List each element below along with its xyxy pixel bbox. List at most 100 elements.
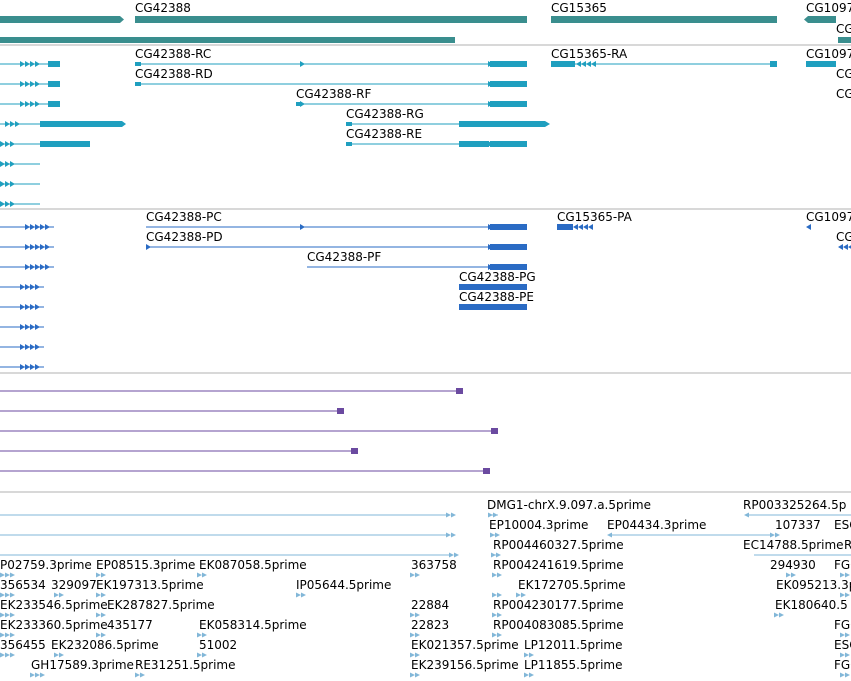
ncrna-exon — [351, 448, 358, 454]
est-label[interactable]: 51002 — [199, 638, 237, 652]
protein-label[interactable]: CG42388-PE — [459, 290, 534, 304]
strand-arrow — [20, 81, 25, 87]
est-block — [410, 652, 415, 658]
est-label[interactable]: 356455 — [0, 638, 46, 652]
est-label[interactable]: 22823 — [411, 618, 449, 632]
est-label[interactable]: RP004230177.5prime — [493, 598, 624, 612]
transcript-label[interactable]: CG15365-RA — [551, 47, 628, 61]
transcript-label[interactable]: CG — [836, 87, 851, 101]
est-block — [96, 592, 101, 598]
transcript-label[interactable]: CG1097 — [806, 47, 851, 61]
est-label[interactable]: EK233546.5prime — [0, 598, 108, 612]
est-label[interactable]: EK172705.5prime — [518, 578, 626, 592]
est-label[interactable]: EK058314.5prime — [199, 618, 307, 632]
transcript-label[interactable]: CG — [836, 67, 851, 81]
strand-arrow — [5, 141, 10, 147]
protein-label[interactable]: CG42388-PC — [146, 210, 222, 224]
gene-label[interactable]: CG — [836, 22, 851, 36]
est-label[interactable]: IP05644.5prime — [296, 578, 391, 592]
est-block — [5, 632, 10, 638]
est-label[interactable]: ESC — [834, 638, 851, 652]
est-label[interactable]: EK095213.3p — [776, 578, 851, 592]
gene-label[interactable]: CG15365 — [551, 1, 607, 15]
est-block — [415, 572, 420, 578]
est-label[interactable]: DMG1-chrX.9.097.a.5prime — [487, 498, 651, 512]
est-label[interactable]: EK233360.5prime — [0, 618, 108, 632]
est-label[interactable]: RP — [844, 538, 851, 552]
est-block — [840, 572, 845, 578]
est-block — [496, 552, 501, 558]
est-label[interactable]: 329097 — [51, 578, 97, 592]
est-label[interactable]: RP004083085.5prime — [493, 618, 624, 632]
transcript-label[interactable]: CG42388-RF — [296, 87, 372, 101]
est-label[interactable]: EK180640.5 — [775, 598, 848, 612]
est-label[interactable]: EK239156.5prime — [411, 658, 519, 672]
exon-block — [490, 61, 527, 67]
est-block — [770, 532, 775, 538]
protein-block — [459, 284, 527, 290]
transcript-label[interactable]: CG42388-RD — [135, 67, 213, 81]
protein-label[interactable]: CG15365-PA — [557, 210, 633, 224]
exon-block — [48, 61, 60, 67]
est-label[interactable]: FGC — [834, 558, 851, 572]
protein-label[interactable]: CG — [836, 230, 851, 244]
strand-arrow — [573, 224, 578, 230]
transcript-label[interactable]: CG42388-RG — [346, 107, 424, 121]
strand-arrow — [35, 364, 40, 370]
est-label[interactable]: 294930 — [770, 558, 816, 572]
est-block — [410, 612, 415, 618]
est-block — [845, 672, 850, 678]
est-label[interactable]: EK087058.5prime — [199, 558, 307, 572]
est-label[interactable]: FGC — [834, 658, 851, 672]
est-block — [493, 512, 498, 518]
est-label[interactable]: 107337 — [775, 518, 821, 532]
protein-label[interactable]: CG42388-PD — [146, 230, 223, 244]
est-label[interactable]: 435177 — [107, 618, 153, 632]
est-label[interactable]: 22884 — [411, 598, 449, 612]
est-label[interactable]: EP04434.3prime — [607, 518, 706, 532]
est-label[interactable]: EC14788.5prime — [743, 538, 844, 552]
exon-block — [296, 102, 302, 106]
ncrna-exon — [491, 428, 498, 434]
est-block — [446, 512, 451, 518]
est-label[interactable]: EK197313.5prime — [96, 578, 204, 592]
est-label[interactable]: EK287827.5prime — [107, 598, 215, 612]
est-label[interactable]: RP003325264.5p — [743, 498, 846, 512]
protein-label[interactable]: CG42388-PG — [459, 270, 536, 284]
gene-label[interactable]: CG1097 — [806, 1, 851, 15]
gene-label[interactable]: CG42388 — [135, 1, 191, 15]
strand-arrow — [493, 101, 498, 107]
est-label[interactable]: P02759.3prime — [0, 558, 92, 572]
transcript-label[interactable]: CG42388-RC — [135, 47, 211, 61]
est-label[interactable]: LP11855.5prime — [524, 658, 623, 672]
ncrna-exon — [483, 468, 490, 474]
est-label[interactable]: EP10004.3prime — [489, 518, 588, 532]
gene-bar — [135, 16, 527, 23]
strand-arrow — [586, 61, 591, 67]
strand-arrow — [493, 244, 498, 250]
est-label[interactable]: RP004241619.5prime — [493, 558, 624, 572]
strand-arrow — [25, 81, 30, 87]
est-label[interactable]: EP08515.3prime — [96, 558, 195, 572]
transcript-label[interactable]: CG42388-RE — [346, 127, 422, 141]
est-label[interactable]: RP004460327.5prime — [493, 538, 624, 552]
est-label[interactable]: GH17589.3prime — [31, 658, 134, 672]
strand-arrow — [25, 244, 30, 250]
est-label[interactable]: EK232086.5prime — [51, 638, 159, 652]
est-label[interactable]: ESC — [834, 518, 851, 532]
est-label[interactable]: FGC — [834, 618, 851, 632]
strand-arrow — [25, 304, 30, 310]
est-label[interactable]: 356534 — [0, 578, 46, 592]
protein-label[interactable]: CG42388-PF — [307, 250, 381, 264]
est-block — [492, 632, 497, 638]
strand-arrow — [10, 121, 15, 127]
gene-bar — [808, 16, 836, 23]
est-label[interactable]: LP12011.5prime — [524, 638, 623, 652]
protein-label[interactable]: CG1097 — [806, 210, 851, 224]
strand-arrow — [498, 264, 503, 270]
strand-arrow — [5, 201, 10, 207]
strand-arrow — [35, 224, 40, 230]
est-label[interactable]: 363758 — [411, 558, 457, 572]
est-label[interactable]: EK021357.5prime — [411, 638, 519, 652]
est-label[interactable]: RE31251.5prime — [135, 658, 236, 672]
